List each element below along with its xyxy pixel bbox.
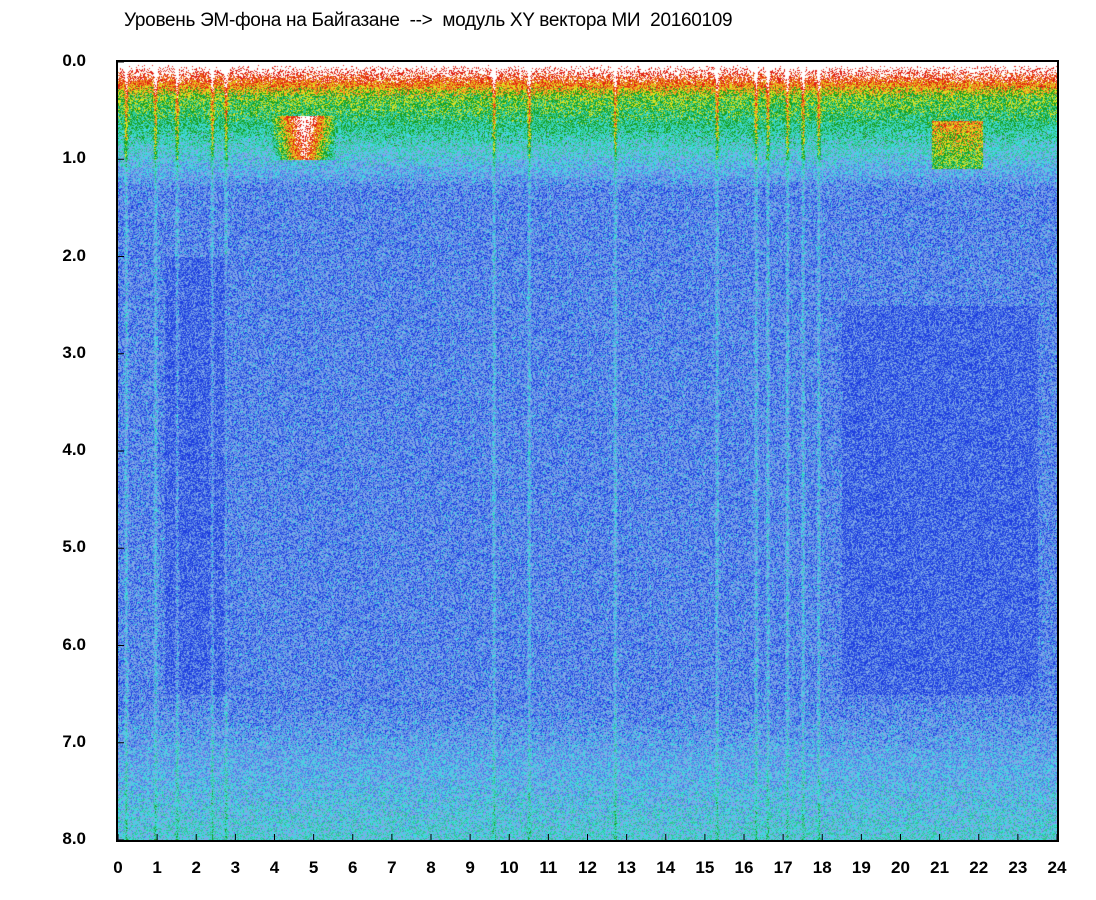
y-tick-label: 4.0 [62,440,86,459]
x-tick-label: 8 [426,858,436,877]
x-tick-label: 12 [578,858,597,877]
x-tick-label: 17 [773,858,793,877]
heatmap-canvas [118,62,1057,840]
x-tick-label: 7 [387,858,397,877]
x-tick-label: 15 [695,858,715,877]
x-tick-label: 19 [851,858,871,877]
x-tick-label: 3 [230,858,241,877]
y-tick-label: 2.0 [62,245,86,265]
y-tick-label: 3.0 [62,342,86,362]
y-tick-label: 8.0 [62,829,86,848]
x-tick-label: 6 [348,858,358,877]
x-tick-label: 2 [191,858,201,877]
x-tick-label: 21 [930,858,950,877]
y-tick-label: 1.0 [62,148,86,168]
chart-title: Уровень ЭМ-фона на Байгазане --> модуль … [124,10,733,31]
y-tick-label: 6.0 [62,634,86,654]
x-tick-label: 10 [499,858,519,877]
y-tick-label: 7.0 [62,731,86,751]
plot-area [116,60,1059,842]
x-tick-label: 16 [734,858,754,877]
x-tick-label: 13 [617,858,637,877]
x-tick-label: 11 [539,858,558,877]
y-tick-label: 0.0 [62,51,86,70]
x-tick-label: 14 [656,858,676,877]
x-tick-label: 20 [891,858,910,877]
x-tick-label: 0 [113,858,123,877]
x-tick-label: 24 [1047,858,1067,877]
x-tick-label: 22 [969,858,989,877]
x-tick-label: 23 [1008,858,1028,877]
y-tick-label: 5.0 [62,537,86,557]
x-tick-label: 4 [269,858,280,877]
x-tick-label: 5 [308,858,319,877]
x-tick-label: 18 [812,858,832,877]
x-tick-label: 1 [152,858,162,877]
x-tick-label: 9 [465,858,475,877]
